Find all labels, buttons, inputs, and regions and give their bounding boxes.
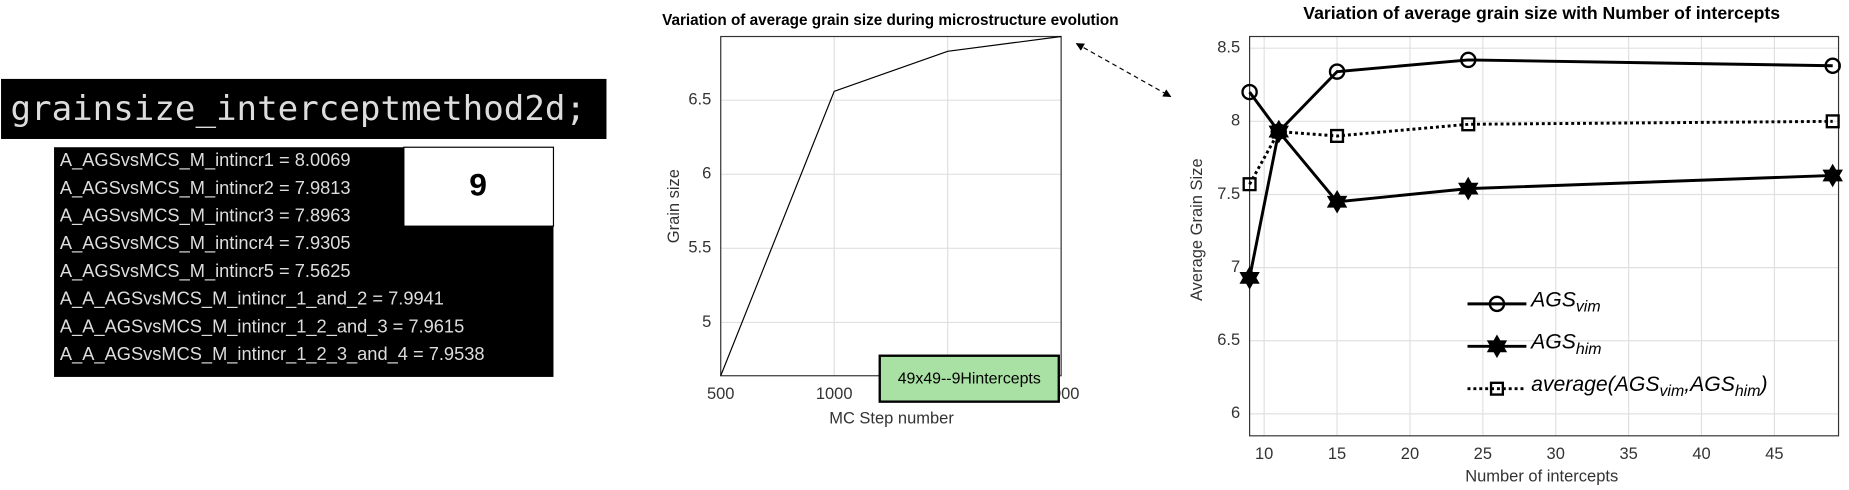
legend-label: AGShim: [1529, 330, 1601, 358]
y-tick-label: 5: [702, 313, 711, 331]
marker: [1825, 114, 1840, 129]
badge-box: [403, 146, 555, 227]
x-tick-label: 15: [1328, 445, 1346, 463]
output-line: A_A_AGSvsMCS_M_intincr_1_2_3_and_4 = 7.9…: [60, 343, 485, 365]
marker: [1328, 63, 1346, 80]
y-tick-label: 8.5: [1217, 39, 1240, 57]
output-line: A_AGSvsMCS_M_intincr2 = 7.9813: [60, 177, 351, 199]
y-tick-label: 6.5: [688, 91, 711, 109]
legend-marker: [1488, 295, 1506, 313]
output: A_AGSvsMCS_M_intincr1 = 8.0069 A_AGSvsMCS…: [60, 149, 485, 365]
x-tick-label: 30: [1547, 445, 1565, 463]
marker: [1239, 266, 1260, 290]
series-line: [1248, 58, 1833, 134]
legend-label: average(AGSvim,AGShim): [1531, 373, 1767, 401]
arrow: [1075, 43, 1172, 98]
chart-title: Variation of average grain size with Num…: [1303, 3, 1780, 23]
legend-marker: [1489, 381, 1505, 396]
marker: [1271, 124, 1286, 139]
annotation: 49x49--9Hintercepts: [898, 370, 1041, 387]
x-tick-label: 45: [1765, 445, 1783, 463]
x-tick-label: 20: [1401, 445, 1419, 463]
x-tick-label: 40: [1692, 445, 1710, 463]
y-tick-label: 7.5: [1217, 185, 1240, 203]
output-line: A_AGSvsMCS_M_intincr5 = 7.5625: [60, 260, 351, 282]
output-line: A_AGSvsMCS_M_intincr4 = 7.9305: [60, 232, 351, 254]
annotation-box: [878, 354, 1060, 403]
marker: [1460, 51, 1477, 69]
output-line: A_A_AGSvsMCS_M_intincr_1_and_2 = 7.9941: [60, 288, 444, 310]
chart-title: Variation of average grain size during m…: [662, 12, 1118, 29]
marker: [1822, 163, 1843, 188]
badge: 9: [469, 167, 487, 203]
y-tick-label: 7: [1231, 258, 1240, 276]
command: grainsize_interceptmethod2d;: [10, 89, 586, 129]
output-line: A_A_AGSvsMCS_M_intincr_1_2_and_3 = 7.961…: [60, 315, 464, 337]
plot-area: [1249, 36, 1839, 436]
legend-label: AGSvim: [1529, 288, 1600, 316]
marker: [1458, 176, 1479, 201]
y-tick-label: 6.5: [1217, 331, 1240, 349]
plot-frame: [1249, 35, 1840, 437]
series-line: [1248, 119, 1833, 185]
y-tick-label: 5.5: [688, 239, 711, 257]
legend-marker: [1486, 334, 1508, 359]
marker: [1824, 57, 1841, 74]
y-tick-label: 6: [1231, 404, 1240, 422]
marker: [1461, 117, 1476, 132]
x-axis-label: Number of intercepts: [1465, 467, 1618, 485]
series-line: [720, 35, 1062, 376]
x-tick-label: 25: [1474, 445, 1492, 463]
x-axis-label: MC Step number: [829, 410, 954, 428]
y-axis-label: Average Grain Size: [1188, 158, 1206, 301]
x-tick-label: 10: [1255, 445, 1273, 463]
x-tick-label: 1000: [816, 385, 853, 403]
x-tick-label: 500: [707, 385, 735, 403]
marker: [1326, 189, 1348, 214]
y-tick-label: 8: [1231, 112, 1240, 130]
plot-area: [720, 36, 1062, 376]
output-line: A_AGSvsMCS_M_intincr3 = 7.8963: [60, 205, 351, 227]
output-line: A_AGSvsMCS_M_intincr1 = 8.0069: [60, 149, 351, 171]
x-tick-label: 35: [1619, 445, 1637, 463]
y-axis-label: Grain size: [665, 169, 683, 243]
y-tick-label: 6: [702, 165, 711, 183]
marker: [1329, 128, 1345, 144]
command-bg: [1, 78, 607, 139]
marker: [1242, 177, 1257, 192]
marker: [1241, 83, 1258, 101]
